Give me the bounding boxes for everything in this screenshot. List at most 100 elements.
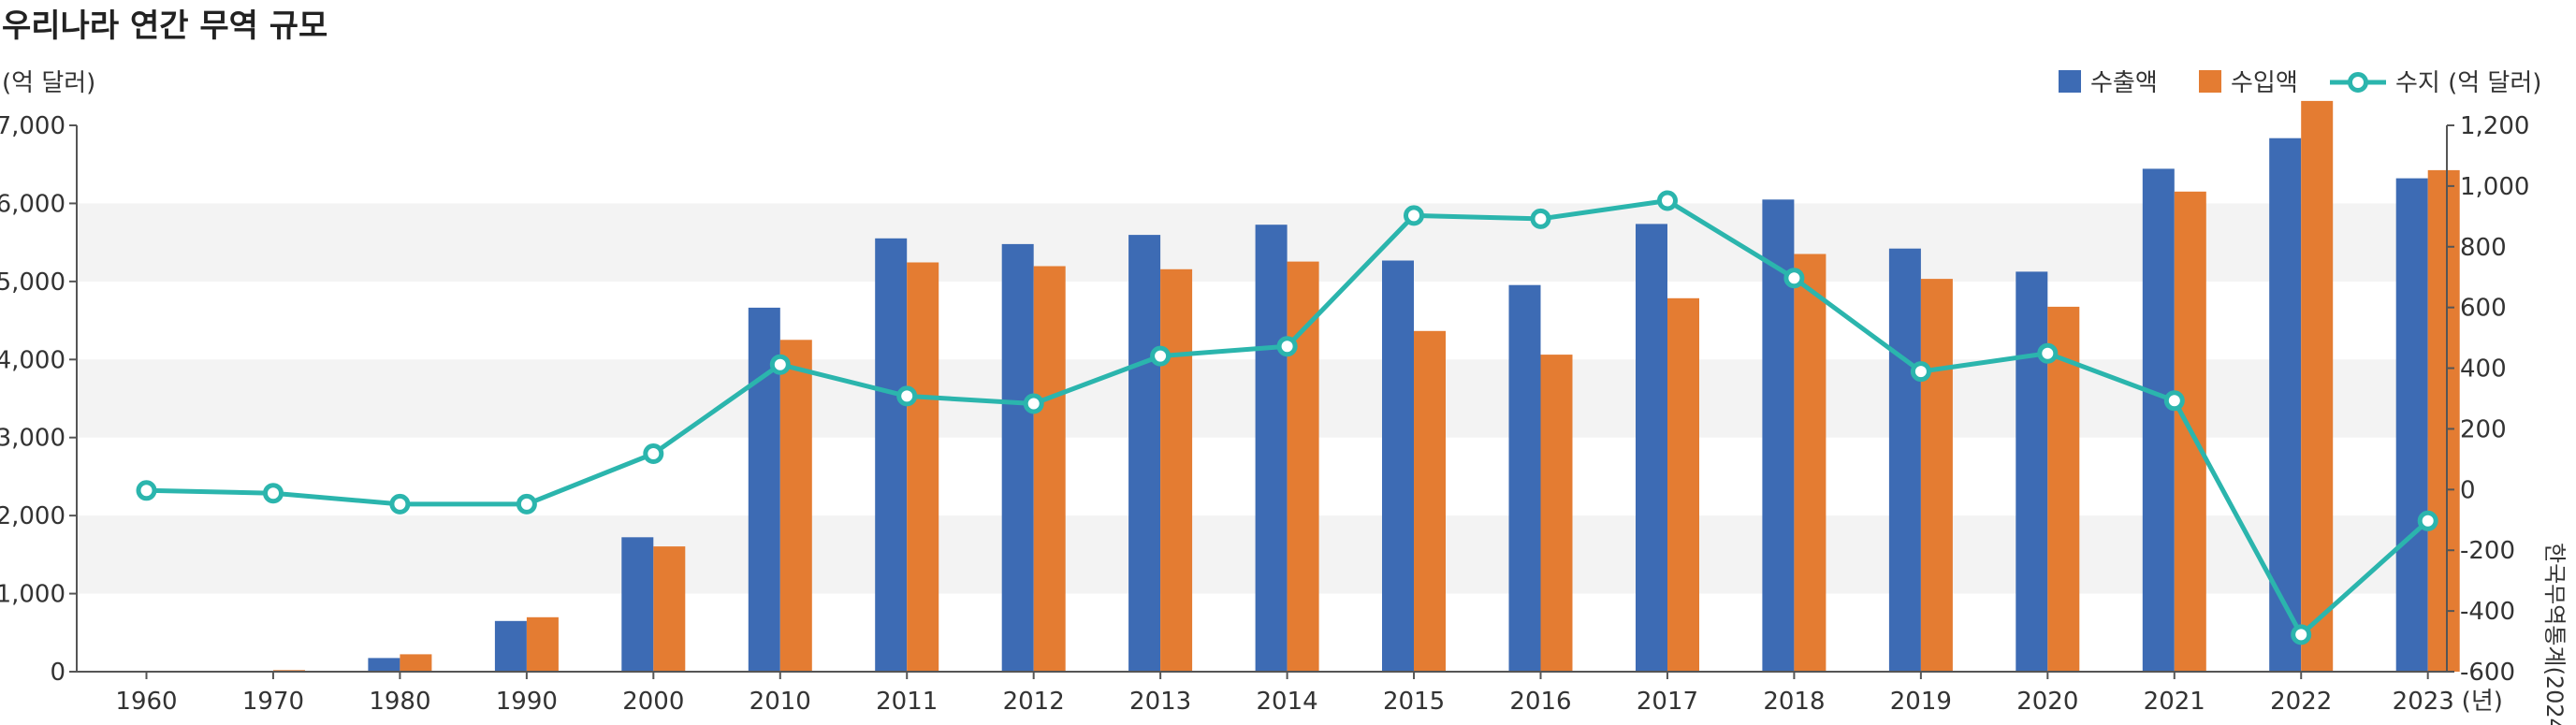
bar-export-2014	[1255, 225, 1288, 672]
x-tick-label: 2023	[2393, 688, 2454, 716]
legend-swatch-import	[2199, 70, 2221, 93]
bar-import-2013	[1160, 268, 1193, 672]
bar-export-1990	[494, 620, 527, 672]
bar-export-2011	[875, 238, 908, 673]
balance-point-2017	[1657, 190, 1678, 211]
legend: 수출액 수입액 수지 (억 달러)	[2059, 69, 2541, 97]
right-tick-label: -200	[2460, 537, 2515, 565]
legend-label-balance: 수지 (억 달러)	[2395, 69, 2541, 97]
right-tick-label: 1,000	[2460, 173, 2529, 201]
bar-import-2020	[2047, 306, 2080, 672]
bar-import-2019	[1920, 279, 1953, 672]
x-tick-label: 2012	[1003, 688, 1065, 716]
x-tick-label: 2017	[1637, 688, 1698, 716]
bar-export-2017	[1636, 224, 1667, 672]
right-tick-label: -400	[2460, 598, 2515, 626]
source-note: 한국무역통계(2024)	[2541, 543, 2568, 725]
x-tick-label: 2000	[622, 688, 684, 716]
balance-line-series	[136, 190, 2438, 645]
balance-point-2023	[2417, 510, 2438, 531]
balance-point-2018	[1783, 268, 1805, 289]
legend-label-export: 수출액	[2090, 69, 2158, 97]
x-tick-label: 2011	[876, 688, 938, 716]
legend-label-import: 수입액	[2231, 69, 2298, 97]
left-tick-label: 1,000	[0, 581, 65, 609]
balance-point-2000	[643, 443, 664, 464]
legend-swatch-export	[2059, 70, 2081, 93]
left-tick-label: 7,000	[0, 112, 65, 140]
bar-export-2019	[1888, 248, 1921, 672]
bar-export-2000	[621, 537, 654, 672]
bar-export-2022	[2269, 138, 2302, 672]
x-tick-label: 1990	[496, 688, 558, 716]
bar-export-2021	[2142, 168, 2175, 672]
axes: 0 1,000 2,000 3,000 4,000 5,000 6,000 7,000 -600…	[0, 69, 2568, 725]
balance-point-2016	[1530, 208, 1551, 229]
bar-export-2020	[2016, 271, 2048, 672]
balance-point-2011	[896, 385, 918, 407]
left-tick-label: 5,000	[0, 268, 65, 297]
balance-point-2019	[1910, 361, 1931, 383]
bar-import-2023	[2427, 169, 2460, 672]
bar-import-1980	[400, 654, 432, 672]
legend-marker-balance	[2348, 72, 2368, 93]
left-tick-label: 4,000	[0, 346, 65, 374]
bar-import-2014	[1287, 261, 1319, 672]
balance-point-2021	[2163, 390, 2185, 412]
bar-export-2013	[1128, 235, 1161, 672]
right-tick-label: 200	[2460, 415, 2507, 443]
x-tick-label: 2013	[1129, 688, 1191, 716]
balance-point-2010	[769, 354, 791, 375]
x-tick-label: 2018	[1763, 688, 1825, 716]
bar-import-2000	[653, 546, 686, 672]
bar-import-2011	[907, 262, 939, 672]
bar-export-2015	[1382, 260, 1414, 672]
balance-point-2022	[2291, 624, 2312, 645]
x-tick-label: 1960	[115, 688, 177, 716]
left-tick-label: 2,000	[0, 502, 65, 530]
right-tick-label: 600	[2460, 295, 2507, 323]
right-tick-label: 400	[2460, 355, 2507, 384]
balance-point-2015	[1404, 205, 1424, 226]
balance-point-1990	[516, 493, 537, 515]
left-tick-label: 6,000	[0, 190, 65, 218]
left-tick-label: 0	[50, 659, 65, 687]
balance-point-2020	[2037, 342, 2059, 364]
x-tick-label: 2021	[2144, 688, 2205, 716]
x-tick-label: 2010	[750, 688, 811, 716]
right-tick-label: 0	[2460, 476, 2476, 504]
x-tick-label: 2022	[2270, 688, 2332, 716]
bar-import-2012	[1033, 266, 1066, 672]
balance-point-1960	[136, 480, 157, 501]
right-tick-label: 800	[2460, 234, 2507, 262]
right-tick-label: 1,200	[2460, 112, 2529, 140]
bar-export-2012	[1001, 243, 1034, 672]
x-tick-label: 1980	[369, 688, 430, 716]
left-tick-label: 3,000	[0, 425, 65, 453]
balance-point-2012	[1023, 393, 1044, 414]
x-tick-label: 2015	[1383, 688, 1445, 716]
x-tick-label: 2020	[2016, 688, 2078, 716]
x-tick-label: 2016	[1509, 688, 1571, 716]
bar-import-2022	[2301, 100, 2334, 672]
balance-point-2014	[1276, 336, 1298, 357]
x-tick-label: 2014	[1257, 688, 1318, 716]
bar-import-2018	[1794, 254, 1826, 672]
x-tick-label: 1970	[242, 688, 304, 716]
bar-import-2010	[779, 340, 812, 672]
bar-import-2015	[1414, 330, 1446, 672]
balance-point-2013	[1150, 345, 1172, 367]
balance-point-1970	[263, 483, 284, 504]
bar-export-2023	[2395, 178, 2428, 673]
x-tick-label: 2019	[1890, 688, 1952, 716]
bar-export-2016	[1508, 284, 1541, 672]
bar-export-1980	[368, 658, 400, 672]
balance-point-1980	[389, 493, 411, 515]
right-tick-label: -600	[2460, 659, 2515, 687]
left-axis-unit: (억 달러)	[2, 69, 95, 97]
bar-import-2016	[1540, 355, 1573, 672]
bar-import-1990	[526, 616, 559, 672]
chart-title: 우리나라 연간 무역 규모	[2, 7, 328, 45]
bar-import-2017	[1667, 297, 1699, 672]
